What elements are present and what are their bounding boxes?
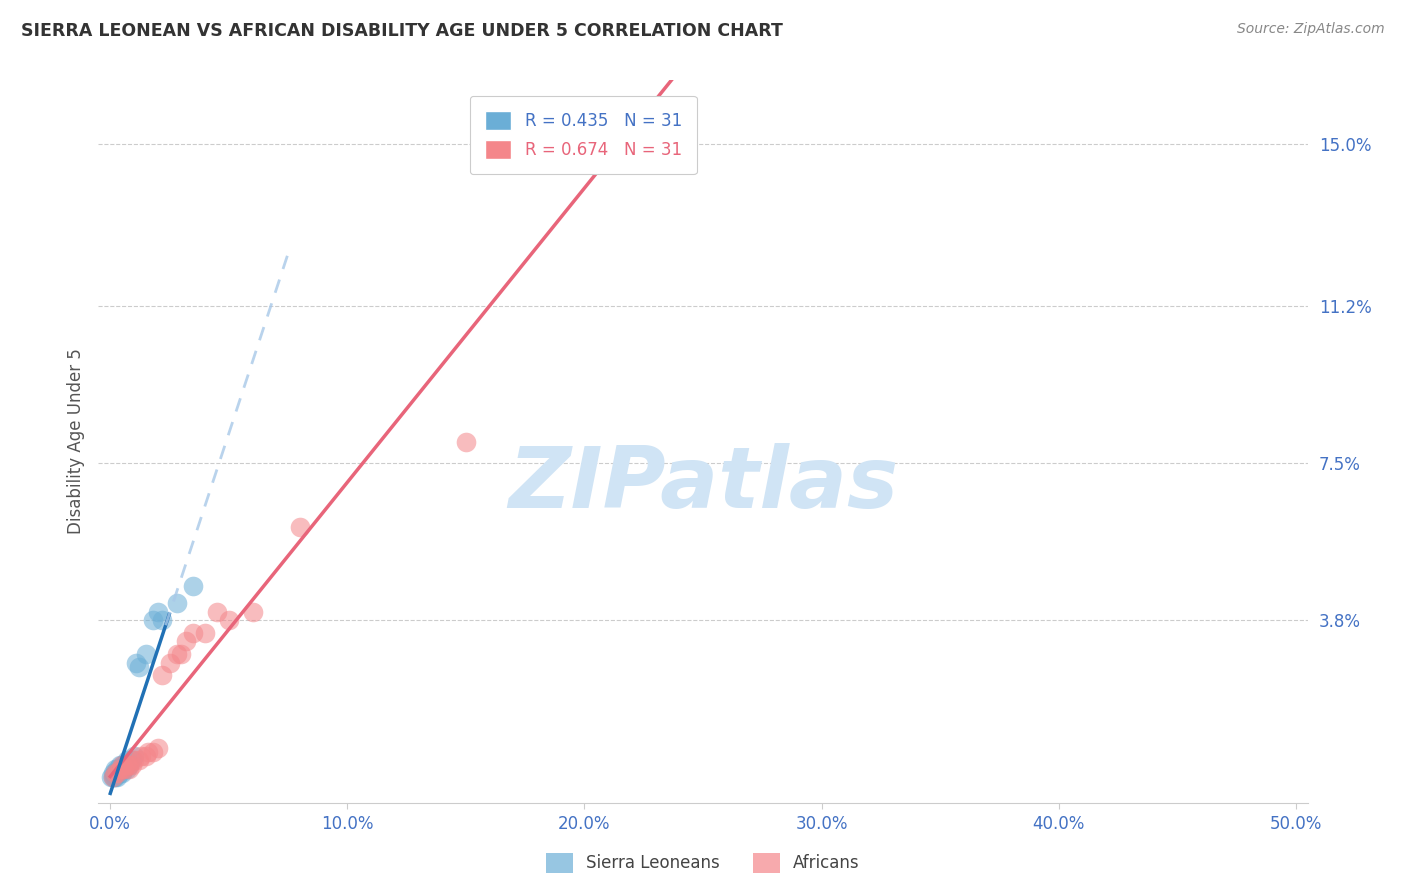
Point bbox=[115, 762, 138, 776]
Point bbox=[108, 766, 131, 780]
Point bbox=[101, 770, 124, 784]
Point bbox=[152, 668, 174, 682]
Point bbox=[146, 605, 169, 619]
Point bbox=[111, 757, 134, 772]
Point bbox=[115, 753, 138, 767]
Text: ZIPatlas: ZIPatlas bbox=[508, 443, 898, 526]
Point bbox=[174, 634, 197, 648]
Point bbox=[218, 613, 240, 627]
Point bbox=[194, 625, 217, 640]
Point bbox=[114, 757, 136, 772]
Point bbox=[136, 745, 159, 759]
Point bbox=[114, 762, 136, 776]
Point bbox=[105, 762, 128, 776]
Point bbox=[122, 749, 145, 764]
Point bbox=[181, 625, 204, 640]
Point bbox=[104, 770, 127, 784]
Point bbox=[118, 757, 141, 772]
Point bbox=[170, 647, 193, 661]
Point bbox=[242, 605, 264, 619]
Point bbox=[104, 762, 127, 776]
Point bbox=[115, 757, 138, 772]
Point bbox=[121, 753, 143, 767]
Point bbox=[104, 766, 127, 780]
Point bbox=[108, 762, 131, 776]
Legend: Sierra Leoneans, Africans: Sierra Leoneans, Africans bbox=[540, 847, 866, 880]
Point bbox=[101, 766, 124, 780]
Point bbox=[142, 613, 165, 627]
Point bbox=[118, 757, 141, 772]
Point bbox=[129, 749, 152, 764]
Point bbox=[454, 434, 477, 449]
Point bbox=[105, 766, 128, 780]
Point bbox=[128, 660, 150, 674]
Point bbox=[128, 753, 150, 767]
Text: Source: ZipAtlas.com: Source: ZipAtlas.com bbox=[1237, 22, 1385, 37]
Y-axis label: Disability Age Under 5: Disability Age Under 5 bbox=[66, 349, 84, 534]
Point bbox=[125, 656, 148, 670]
Text: SIERRA LEONEAN VS AFRICAN DISABILITY AGE UNDER 5 CORRELATION CHART: SIERRA LEONEAN VS AFRICAN DISABILITY AGE… bbox=[21, 22, 783, 40]
Point bbox=[118, 762, 141, 776]
Point bbox=[135, 749, 157, 764]
Point bbox=[101, 770, 124, 784]
Point bbox=[111, 762, 134, 776]
Point bbox=[121, 757, 143, 772]
Point bbox=[104, 766, 127, 780]
Point bbox=[103, 770, 125, 784]
Point bbox=[205, 605, 228, 619]
Point bbox=[159, 656, 181, 670]
Point bbox=[105, 770, 128, 784]
Point bbox=[146, 740, 169, 755]
Point bbox=[105, 766, 128, 780]
Point bbox=[166, 596, 188, 610]
Point bbox=[100, 770, 122, 784]
Point bbox=[114, 762, 136, 776]
Point bbox=[111, 766, 134, 780]
Point bbox=[574, 136, 596, 151]
Point bbox=[135, 647, 157, 661]
Point bbox=[111, 757, 134, 772]
Point bbox=[108, 762, 131, 776]
Point bbox=[108, 757, 131, 772]
Point bbox=[142, 745, 165, 759]
Point bbox=[152, 613, 174, 627]
Point bbox=[288, 519, 311, 533]
Point bbox=[166, 647, 188, 661]
Point bbox=[122, 753, 145, 767]
Point bbox=[111, 762, 134, 776]
Legend: R = 0.435   N = 31, R = 0.674   N = 31: R = 0.435 N = 31, R = 0.674 N = 31 bbox=[470, 95, 697, 174]
Point bbox=[181, 579, 204, 593]
